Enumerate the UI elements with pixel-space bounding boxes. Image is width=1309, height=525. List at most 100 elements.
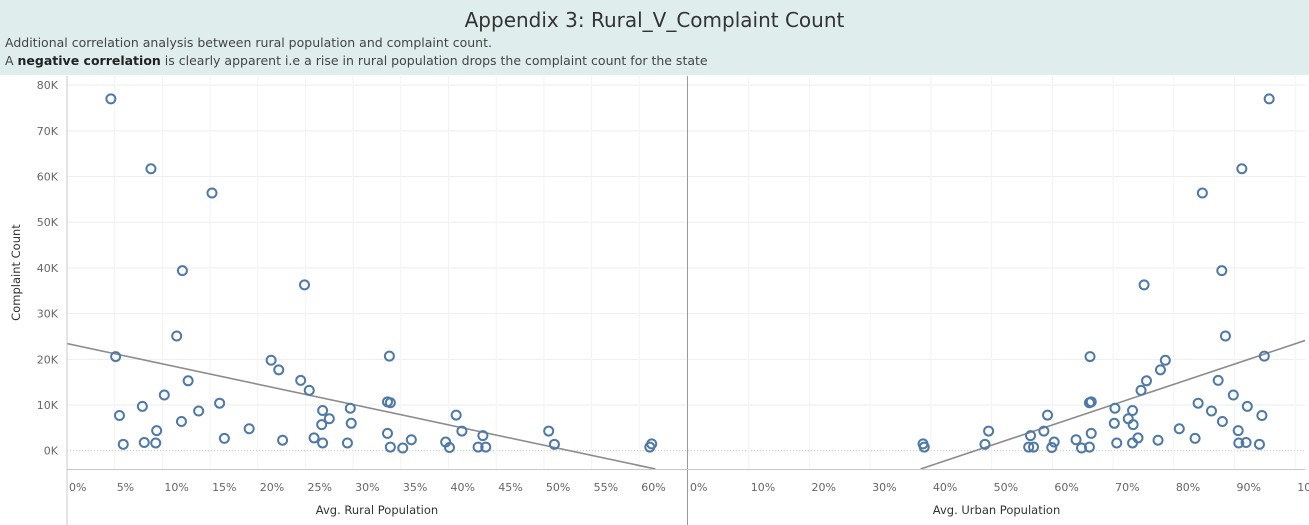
data-point	[1127, 405, 1139, 417]
data-point	[405, 434, 417, 446]
data-point	[341, 437, 353, 449]
data-point	[1046, 442, 1058, 454]
data-point	[105, 93, 117, 105]
data-point	[477, 430, 489, 442]
data-point	[383, 350, 395, 362]
x-tick-label: 60%	[1054, 481, 1078, 494]
data-point	[384, 397, 396, 409]
data-point	[193, 405, 205, 417]
data-point	[295, 374, 307, 386]
x-tick-label: 30%	[872, 481, 896, 494]
data-point	[1241, 400, 1253, 412]
y-axis-title: Complaint Count	[9, 224, 23, 321]
subtitle-line-2-bold: negative correlation	[17, 53, 161, 68]
x-tick-label: 0%	[690, 481, 707, 494]
data-point	[317, 437, 329, 449]
data-point	[1227, 389, 1239, 401]
data-point	[1205, 405, 1217, 417]
data-point	[145, 163, 157, 175]
y-tick-label: 40K	[37, 262, 59, 275]
data-point	[1256, 410, 1268, 422]
page-title: Appendix 3: Rural_V_Complaint Count	[464, 8, 845, 32]
x-tick-label: 20%	[811, 481, 835, 494]
x-tick-label: 25%	[307, 481, 331, 494]
data-point	[176, 265, 188, 277]
data-point	[277, 434, 289, 446]
data-point	[138, 436, 150, 448]
x-tick-label: 100%	[1297, 481, 1309, 494]
data-point	[918, 441, 930, 453]
data-point	[150, 437, 162, 449]
x-tick-label: 50%	[994, 481, 1018, 494]
x-tick-label: 55%	[594, 481, 618, 494]
data-point	[1212, 374, 1224, 386]
data-point	[1127, 419, 1139, 431]
data-point	[1135, 384, 1147, 396]
data-point	[158, 389, 170, 401]
data-point	[384, 441, 396, 453]
data-point	[1138, 279, 1150, 291]
x-tick-label: 30%	[355, 481, 379, 494]
data-point	[1219, 330, 1231, 342]
y-tick-label: 30K	[37, 308, 59, 321]
data-point	[303, 384, 315, 396]
data-point	[456, 425, 468, 437]
data-point	[344, 402, 356, 414]
data-point	[1258, 350, 1270, 362]
x-tick-label: 80%	[1176, 481, 1200, 494]
subtitle-line-2-suffix: is clearly apparent i.e a rise in rural …	[160, 53, 708, 68]
subtitle-line-1: Additional correlation analysis between …	[5, 35, 492, 50]
data-point	[243, 423, 255, 435]
data-point	[206, 187, 218, 199]
x-tick-label: 35%	[403, 481, 427, 494]
data-point	[345, 417, 357, 429]
subtitle-line-2: A negative correlation is clearly appare…	[5, 53, 708, 68]
data-point	[265, 354, 277, 366]
data-point	[1083, 441, 1095, 453]
data-point	[1083, 397, 1095, 409]
data-point	[1216, 415, 1228, 427]
data-point	[308, 432, 320, 444]
x-tick-label: 90%	[1237, 481, 1261, 494]
data-point	[317, 405, 329, 417]
data-point	[1154, 364, 1166, 376]
data-point	[1196, 187, 1208, 199]
y-tick-label: 50K	[37, 216, 59, 229]
data-point	[1216, 265, 1228, 277]
data-point	[983, 425, 995, 437]
data-point	[323, 413, 335, 425]
subtitle-line-2-prefix: A	[5, 53, 18, 68]
data-point	[136, 400, 148, 412]
data-point	[1028, 441, 1040, 453]
data-point	[1173, 423, 1185, 435]
data-point	[1042, 409, 1054, 421]
x-tick-label: 10%	[751, 481, 775, 494]
data-point	[1111, 437, 1123, 449]
x-axis-title: Avg. Urban Population	[933, 503, 1060, 517]
data-point	[472, 441, 484, 453]
x-tick-label: 5%	[117, 481, 134, 494]
data-point	[218, 432, 230, 444]
data-point	[1253, 438, 1265, 450]
x-tick-label: 50%	[546, 481, 570, 494]
data-point	[1109, 402, 1121, 414]
data-point	[1140, 375, 1152, 387]
data-point	[316, 419, 328, 431]
x-tick-label: 60%	[641, 481, 665, 494]
x-tick-label: 0%	[69, 481, 86, 494]
data-point	[1159, 354, 1171, 366]
header-banner: Appendix 3: Rural_V_Complaint Count Addi…	[0, 0, 1309, 75]
data-point	[214, 397, 226, 409]
data-point	[480, 441, 492, 453]
data-point	[1038, 425, 1050, 437]
x-tick-label: 70%	[1115, 481, 1139, 494]
x-tick-label: 15%	[212, 481, 236, 494]
data-point	[1127, 437, 1139, 449]
data-point	[175, 415, 187, 427]
data-point	[548, 438, 560, 450]
data-point	[450, 409, 462, 421]
y-tick-label: 20K	[37, 353, 59, 366]
data-point	[1122, 413, 1134, 425]
data-point	[1076, 442, 1088, 454]
data-point	[273, 364, 285, 376]
